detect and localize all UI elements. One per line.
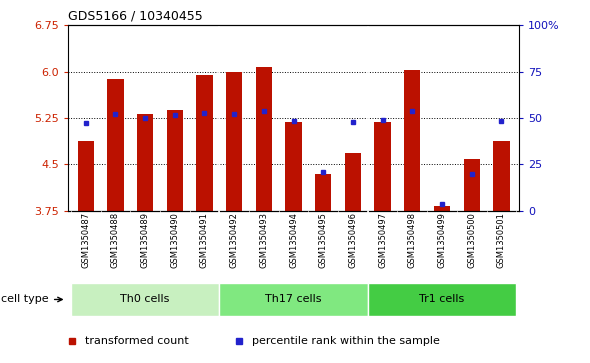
- Text: GSM1350491: GSM1350491: [200, 212, 209, 268]
- Bar: [368, 283, 516, 316]
- Text: GSM1350494: GSM1350494: [289, 212, 298, 268]
- Text: GSM1350499: GSM1350499: [438, 212, 447, 268]
- Text: percentile rank within the sample: percentile rank within the sample: [252, 337, 440, 346]
- Text: GSM1350500: GSM1350500: [467, 212, 476, 268]
- Bar: [315, 174, 332, 211]
- Bar: [107, 79, 123, 211]
- Text: GSM1350497: GSM1350497: [378, 212, 387, 268]
- Text: GSM1350501: GSM1350501: [497, 212, 506, 268]
- Text: GSM1350490: GSM1350490: [171, 212, 179, 268]
- Bar: [71, 283, 219, 316]
- Text: GSM1350492: GSM1350492: [230, 212, 238, 268]
- Bar: [286, 122, 301, 211]
- Text: Tr1 cells: Tr1 cells: [419, 294, 464, 305]
- Bar: [226, 72, 242, 211]
- Text: transformed count: transformed count: [85, 337, 189, 346]
- Text: GSM1350488: GSM1350488: [111, 212, 120, 268]
- Bar: [375, 122, 391, 211]
- Text: GDS5166 / 10340455: GDS5166 / 10340455: [68, 10, 202, 23]
- Bar: [196, 75, 212, 211]
- Text: GSM1350487: GSM1350487: [81, 212, 90, 268]
- Bar: [345, 153, 361, 211]
- Text: GSM1350495: GSM1350495: [319, 212, 327, 268]
- Text: Th0 cells: Th0 cells: [120, 294, 170, 305]
- Text: GSM1350493: GSM1350493: [260, 212, 268, 268]
- Text: cell type: cell type: [1, 294, 62, 305]
- Text: GSM1350489: GSM1350489: [140, 212, 149, 268]
- Bar: [434, 206, 450, 211]
- Bar: [255, 68, 272, 211]
- Bar: [493, 142, 510, 211]
- Bar: [77, 142, 94, 211]
- Bar: [137, 114, 153, 211]
- Bar: [219, 283, 368, 316]
- Text: GSM1350496: GSM1350496: [349, 212, 358, 268]
- Text: GSM1350498: GSM1350498: [408, 212, 417, 268]
- Text: Th17 cells: Th17 cells: [266, 294, 322, 305]
- Bar: [464, 159, 480, 211]
- Bar: [166, 110, 183, 211]
- Bar: [404, 70, 421, 211]
